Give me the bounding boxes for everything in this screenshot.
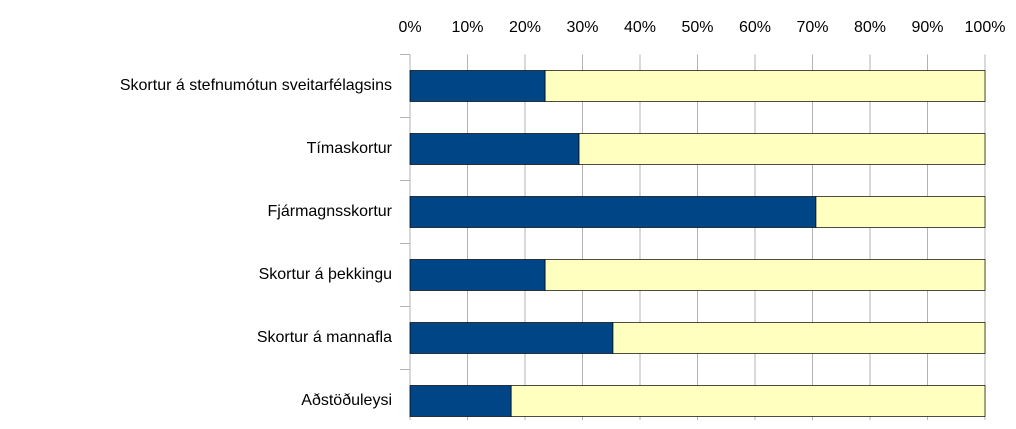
x-tick-label: 0%: [398, 19, 421, 36]
bar-segment: [578, 133, 986, 165]
x-tick-label: 10%: [451, 19, 483, 36]
bar-segment: [510, 385, 986, 417]
x-tick-label: 100%: [965, 19, 1006, 36]
x-tick-label: 60%: [739, 19, 771, 36]
bar-segment: [409, 196, 817, 228]
y-tick-label: Skortur á stefnumótun sveitarfélagsins: [120, 77, 392, 94]
x-tick-label: 30%: [566, 19, 598, 36]
bar-segment: [815, 196, 986, 228]
bar-segment: [409, 385, 512, 417]
bar-segment: [409, 70, 546, 102]
bar-segment: [409, 322, 614, 354]
y-tick-label: Aðstöðuleysi: [301, 392, 392, 409]
y-tick-label: Tímaskortur: [307, 140, 393, 157]
bar-segment: [544, 70, 986, 102]
y-tick-label: Skortur á þekkingu: [259, 266, 392, 283]
x-tick-label: 90%: [911, 19, 943, 36]
bar-segment: [612, 322, 986, 354]
bar-segment: [409, 133, 580, 165]
bar-segment: [409, 259, 546, 291]
x-tick-label: 40%: [624, 19, 656, 36]
x-tick-label: 70%: [796, 19, 828, 36]
x-tick-label: 80%: [854, 19, 886, 36]
x-tick-label: 50%: [681, 19, 713, 36]
y-tick-label: Skortur á mannafla: [257, 329, 392, 346]
y-tick-label: Fjármagnsskortur: [268, 203, 393, 220]
x-tick-label: 20%: [509, 19, 541, 36]
bar-segment: [544, 259, 986, 291]
